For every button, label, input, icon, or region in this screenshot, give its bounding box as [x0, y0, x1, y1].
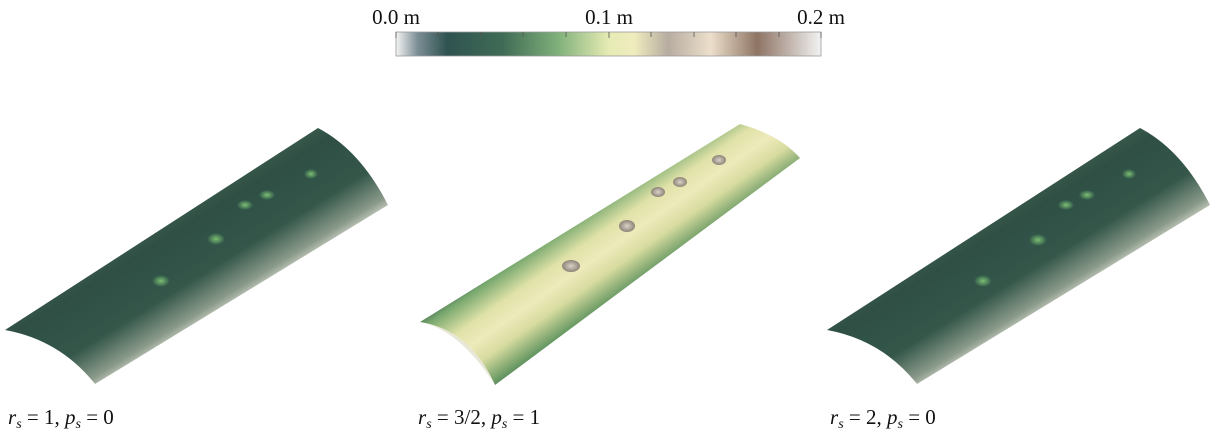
caption-part: = 2,	[844, 405, 887, 429]
caption-part: p	[489, 405, 502, 429]
caption: rs = 3/2, ps = 1	[418, 405, 540, 432]
caption-part: = 3/2,	[432, 405, 492, 429]
caption-part: r	[830, 405, 839, 429]
caption-part: p	[885, 405, 898, 429]
caption-part: r	[418, 405, 427, 429]
caption-part: = 0	[903, 405, 936, 429]
surface-1	[5, 128, 388, 384]
caption-part: s	[502, 417, 508, 432]
colorbar: 0.0 m 0.1 m 0.2 m	[372, 5, 845, 57]
caption-part: s	[426, 417, 432, 432]
caption: rs = 2, ps = 0	[830, 405, 936, 432]
caption-part: r	[8, 405, 17, 429]
colorbar-label: 0.1 m	[585, 5, 633, 29]
caption-part: = 0	[81, 405, 114, 429]
caption-part: = 1	[507, 405, 540, 429]
colorbar-label: 0.0 m	[372, 5, 420, 29]
caption: rs = 1, ps = 0	[8, 405, 114, 432]
surface-3	[827, 128, 1210, 384]
caption-part: s	[838, 417, 844, 432]
colorbar-label: 0.2 m	[797, 5, 845, 29]
caption-part: s	[75, 417, 81, 432]
surface-2	[420, 124, 800, 385]
caption-part: s	[16, 417, 22, 432]
caption-part: s	[897, 417, 903, 432]
caption-part: = 1,	[22, 405, 65, 429]
caption-part: p	[63, 405, 76, 429]
